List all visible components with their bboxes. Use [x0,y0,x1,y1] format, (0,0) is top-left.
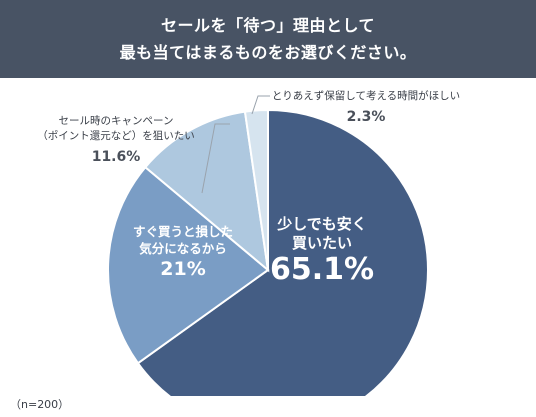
slice-label-hold: とりあえず保留して考える時間がほしい 2.3% [262,89,470,126]
slice-label-campaign-line2: （ポイント還元など）を狙いたい [37,130,195,142]
pie-slice-regret [107,165,270,365]
slice-label-campaign: セール時のキャンペーン （ポイント還元など）を狙いたい 11.6% [36,114,196,166]
slice-label-cheap: 少しでも安く 買いたい 65.1% [262,215,382,287]
slice-label-cheap-line2: 買いたい [291,234,352,252]
slice-label-regret-line1: すぐ買うと損した [132,224,233,239]
slice-label-regret: すぐ買うと損した 気分になるから 21% [128,223,238,281]
pie-slice-campaign [143,110,270,273]
slice-value-campaign: 11.6% [91,149,141,165]
sample-size-note: （n=200） [10,398,70,411]
slice-label-regret-line2: 気分になるから [139,241,227,256]
title-line-2: 最も当てはまるものをお選びください。 [119,43,417,62]
leader-line-campaign [201,123,230,194]
slice-label-campaign-line1: セール時のキャンペーン [58,115,174,127]
pie-slice-hold [243,108,269,271]
leader-line-hold [251,95,270,115]
slice-label-hold-line1: とりあえず保留して考える時間がほしい [271,90,461,102]
pie-slice-cheap [136,108,429,396]
title-line-1: セールを「待つ」理由として [160,16,376,35]
pie-chart [107,95,429,396]
slice-value-hold: 2.3% [346,109,386,125]
slice-label-cheap-line1: 少しでも安く [277,215,367,233]
slice-value-cheap: 65.1% [269,252,375,287]
slice-value-regret: 21% [160,258,206,280]
chart-title: セールを「待つ」理由として 最も当てはまるものをお選びください。 [0,0,536,78]
